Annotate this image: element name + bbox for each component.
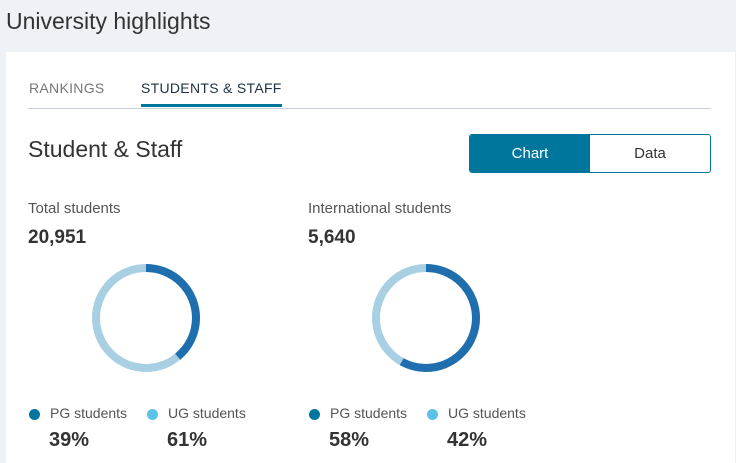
donut-pg-segment bbox=[372, 264, 480, 372]
pg-label: PG students bbox=[330, 405, 408, 421]
donut-pg-segment bbox=[92, 264, 200, 372]
pg-dot-icon bbox=[309, 409, 320, 420]
international-students-donut bbox=[372, 264, 480, 372]
ug-dot-icon bbox=[147, 409, 158, 420]
pg-percentage: 58% bbox=[329, 429, 370, 451]
ug-percentage: 42% bbox=[447, 429, 488, 451]
international-students-panel: International students 5,640 PG students… bbox=[308, 200, 568, 460]
tab-students-staff[interactable]: STUDENTS & STAFF bbox=[141, 80, 282, 107]
view-toggle: Chart Data bbox=[469, 134, 711, 173]
page-title: University highlights bbox=[6, 8, 211, 34]
legend: PG students 39% UG students 61% bbox=[28, 405, 288, 460]
legend: PG students 58% UG students 42% bbox=[308, 405, 568, 460]
tab-rankings[interactable]: RANKINGS bbox=[29, 80, 105, 96]
data-toggle-button[interactable]: Data bbox=[590, 135, 710, 172]
ug-dot-icon bbox=[427, 409, 438, 420]
pg-dot-icon bbox=[29, 409, 40, 420]
ug-label: UG students bbox=[448, 405, 526, 421]
pg-percentage: 39% bbox=[49, 429, 90, 451]
total-students-value: 20,951 bbox=[28, 227, 87, 248]
ug-percentage: 61% bbox=[167, 429, 208, 451]
highlights-card: RANKINGS STUDENTS & STAFF Student & Staf… bbox=[6, 52, 735, 463]
section-title: Student & Staff bbox=[28, 136, 183, 162]
total-students-label: Total students bbox=[28, 200, 121, 217]
pg-label: PG students bbox=[50, 405, 128, 421]
international-students-value: 5,640 bbox=[308, 227, 356, 248]
ug-label: UG students bbox=[168, 405, 246, 421]
international-students-label: International students bbox=[308, 200, 452, 217]
total-students-donut bbox=[92, 264, 200, 372]
tab-bar: RANKINGS STUDENTS & STAFF bbox=[28, 78, 711, 109]
chart-toggle-button[interactable]: Chart bbox=[470, 135, 590, 172]
total-students-panel: Total students 20,951 PG students 39% UG… bbox=[28, 200, 288, 460]
